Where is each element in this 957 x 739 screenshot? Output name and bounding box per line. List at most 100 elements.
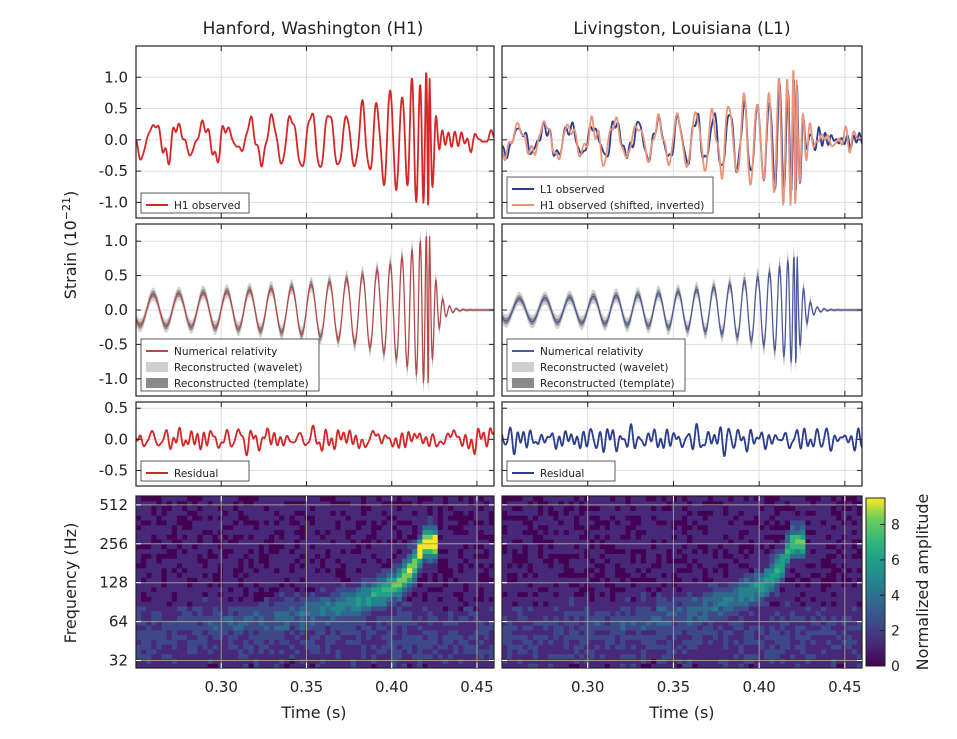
heatmap-cell — [212, 658, 219, 664]
heatmap-cell — [558, 519, 565, 526]
heatmap-cell — [692, 634, 699, 640]
heatmap-cell — [442, 548, 449, 554]
heatmap-cell — [468, 515, 475, 521]
column-title-l1: Livingston, Louisiana (L1) — [573, 19, 790, 39]
heatmap-cell — [697, 572, 704, 578]
heatmap-cell — [299, 663, 306, 668]
heatmap-cell — [182, 582, 188, 588]
heatmap-cell — [743, 601, 750, 607]
heatmap-cell — [594, 515, 601, 521]
heatmap-cell — [412, 610, 418, 617]
heatmap-cell — [548, 648, 555, 655]
heatmap-cell — [651, 519, 657, 526]
heatmap-cell — [166, 577, 173, 583]
heatmap-cell — [320, 591, 326, 597]
heatmap-cell — [289, 519, 296, 526]
heatmap-cell — [156, 510, 163, 516]
heatmap-cell — [805, 539, 812, 545]
heatmap-cell — [274, 567, 280, 574]
heatmap-cell — [279, 596, 285, 602]
heatmap-cell — [248, 663, 255, 668]
heatmap-cell — [779, 505, 786, 511]
heatmap-cell — [661, 601, 668, 607]
heatmap-cell — [161, 658, 168, 664]
heatmap-cell — [320, 510, 326, 516]
heatmap-cell — [182, 596, 188, 602]
heatmap-cell — [733, 524, 740, 531]
heatmap-cell — [800, 572, 807, 578]
heatmap-cell — [376, 524, 383, 531]
heatmap-cell — [315, 648, 321, 655]
heatmap-cell — [350, 629, 357, 636]
heatmap-cell — [401, 496, 408, 502]
heatmap-cell — [702, 658, 709, 664]
heatmap-cell — [447, 648, 454, 655]
heatmap-cell — [538, 548, 544, 554]
heatmap-cell — [243, 596, 250, 602]
heatmap-cell — [376, 529, 383, 535]
heatmap-cell — [361, 548, 367, 554]
heatmap-cell — [161, 605, 168, 612]
heatmap-cell — [381, 663, 388, 668]
heatmap-cell — [584, 510, 591, 516]
heatmap-cell — [517, 601, 524, 607]
heatmap-cell — [156, 639, 163, 645]
heatmap-cell — [253, 663, 260, 668]
heatmap-cell — [279, 648, 285, 655]
heatmap-cell — [458, 534, 464, 540]
heatmap-cell — [723, 548, 729, 554]
heatmap-cell — [702, 663, 709, 668]
heatmap-cell — [728, 539, 735, 545]
heatmap-cell — [589, 543, 596, 550]
heatmap-cell — [458, 496, 464, 502]
heatmap-cell — [774, 601, 781, 607]
heatmap-cell — [558, 515, 565, 521]
heatmap-cell — [355, 510, 362, 516]
heatmap-cell — [615, 634, 621, 640]
heatmap-cell — [563, 634, 570, 640]
heatmap-cell — [151, 663, 158, 668]
heatmap-cell — [620, 591, 627, 597]
heatmap-cell — [233, 648, 239, 655]
heatmap-cell — [651, 572, 657, 578]
heatmap-cell — [646, 572, 652, 578]
heatmap-cell — [248, 591, 255, 597]
heatmap-cell — [733, 519, 740, 526]
heatmap-cell — [676, 496, 683, 502]
heatmap-cell — [176, 625, 183, 631]
heatmap-cell — [468, 663, 475, 668]
heatmap-cell — [538, 596, 544, 602]
heatmap-cell — [779, 524, 786, 531]
colorbar-gradient — [865, 497, 886, 667]
heatmap-cell — [325, 610, 331, 617]
heatmap-cell — [532, 644, 539, 650]
heatmap-cell — [805, 658, 812, 664]
heatmap-cell — [299, 572, 306, 578]
heatmap-cell — [676, 605, 683, 612]
heatmap-cell — [723, 539, 729, 545]
heatmap-cell — [253, 634, 260, 640]
heatmap-cell — [553, 605, 560, 612]
heatmap-cell — [258, 658, 265, 664]
heatmap-cell — [483, 543, 490, 550]
heatmap-cell — [161, 534, 168, 540]
heatmap-cell — [610, 543, 616, 550]
heatmap-cell — [141, 648, 147, 655]
heatmap-cell — [396, 558, 403, 564]
heatmap-cell — [192, 634, 198, 640]
heatmap-cell — [309, 562, 316, 569]
heatmap-cell — [442, 610, 449, 617]
heatmap-cell — [676, 648, 683, 655]
heatmap-cell — [671, 524, 678, 531]
heatmap-cell — [176, 577, 183, 583]
heatmap-cell — [340, 558, 347, 564]
heatmap-cell — [187, 591, 193, 597]
heatmap-cell — [176, 539, 183, 545]
heatmap-cell — [517, 629, 524, 636]
heatmap-cell — [136, 500, 142, 507]
heatmap-cell — [386, 644, 393, 650]
heatmap-cell — [212, 639, 219, 645]
heatmap-cell — [243, 625, 250, 631]
heatmap-cell — [769, 534, 776, 540]
heatmap-cell — [733, 586, 740, 593]
